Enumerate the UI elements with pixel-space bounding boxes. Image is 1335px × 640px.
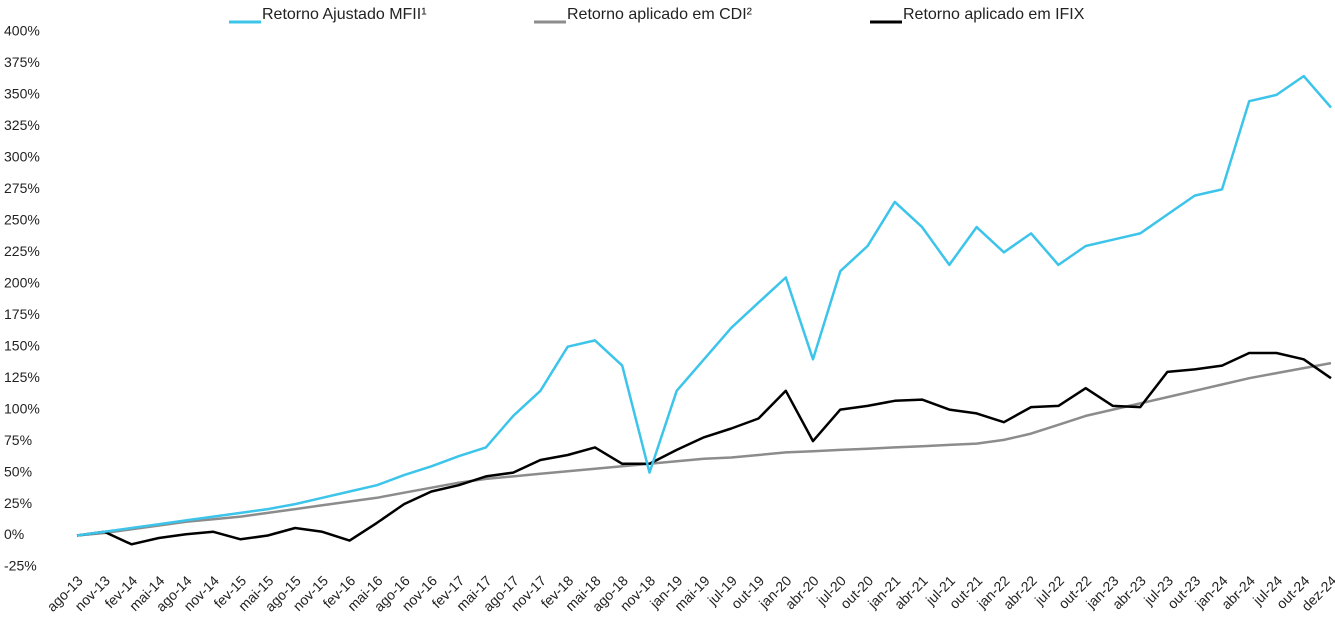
y-tick-label: 225% [4,243,40,259]
legend-label: Retorno Ajustado MFII¹ [262,6,427,23]
y-tick-label: 250% [4,212,40,228]
y-tick-label: 0% [4,526,24,542]
y-tick-label: 400% [4,23,40,39]
y-tick-label: 75% [4,432,32,448]
y-tick-label: 375% [4,54,40,70]
y-tick-label: 150% [4,337,40,353]
y-tick-label: 325% [4,117,40,133]
y-tick-label: 50% [4,463,32,479]
y-tick-label: 200% [4,274,40,290]
y-tick-label: 125% [4,369,40,385]
y-tick-label: 350% [4,86,40,102]
series-line [76,74,1332,537]
y-tick-label: -25% [4,558,37,574]
y-tick-label: 100% [4,400,40,416]
legend-label: Retorno aplicado em CDI² [567,6,753,23]
legend-label: Retorno aplicado em IFIX [903,6,1085,23]
y-tick-label: 300% [4,149,40,165]
y-tick-label: 175% [4,306,40,322]
y-tick-label: 25% [4,495,32,511]
y-tick-label: 275% [4,180,40,196]
series-line [76,351,1332,546]
